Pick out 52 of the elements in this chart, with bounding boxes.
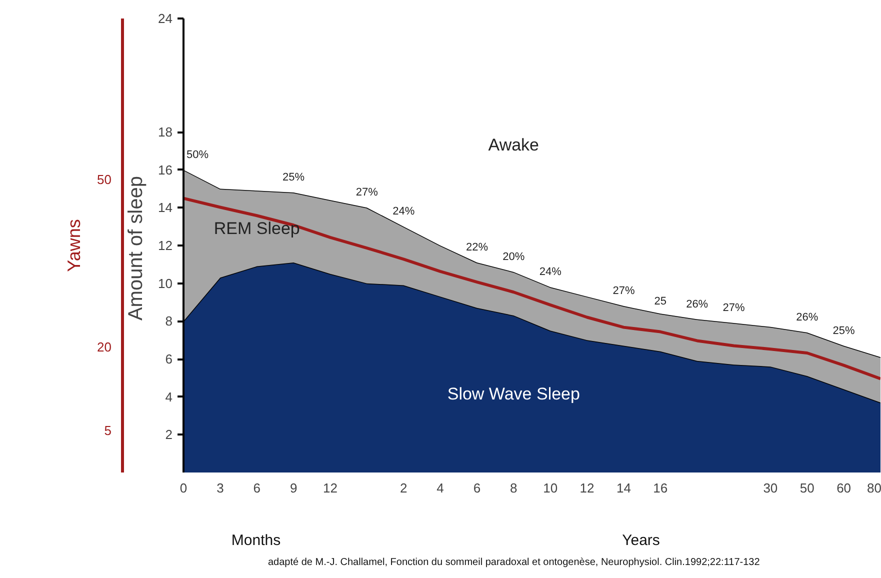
- y-axis-title: Amount of sleep: [125, 176, 148, 321]
- y-tick-label: 2: [165, 427, 173, 442]
- y-tick-label: 4: [165, 389, 173, 404]
- annotation: 25%: [282, 172, 305, 184]
- annotation: 25%: [832, 324, 856, 337]
- y-tick-label: 8: [165, 314, 173, 329]
- y2-axis-title: Yawns: [64, 219, 84, 272]
- annotation: 24%: [539, 266, 562, 278]
- x-tick-label: 14: [616, 480, 631, 496]
- annotation: 27%: [722, 302, 745, 314]
- annotation: 20%: [502, 250, 525, 263]
- series-label: Slow Wave Sleep: [447, 384, 580, 404]
- x-tick-label: 30: [763, 480, 778, 496]
- annotation: 25: [654, 296, 667, 308]
- y-tick-label: 14: [158, 200, 173, 216]
- annotation: 26%: [686, 298, 708, 310]
- text: adapté de M.-J. Challamel, Fonction du sommeil paradoxal et ontogenèse, Neurophysiol. Clin.1992;22:117-132: [268, 556, 760, 570]
- y-tick-label: 16: [158, 162, 173, 178]
- x-tick-label: 0: [180, 480, 188, 496]
- x-tick-label: 6: [253, 480, 260, 496]
- y2-tick-label: 5: [104, 423, 112, 438]
- y2-tick-label: 50: [97, 172, 112, 187]
- annotation: 24%: [392, 206, 415, 218]
- x-tick-label: 12: [580, 480, 594, 496]
- y-tick-label: 12: [158, 238, 173, 253]
- x-tick-label: 6: [473, 480, 481, 496]
- x-tick-label: 2: [400, 480, 408, 496]
- series-label: Awake: [488, 136, 540, 155]
- x-tick-label: 9: [290, 480, 298, 496]
- series-label: REM Sleep: [214, 218, 300, 238]
- x-tick-label: 60: [836, 480, 852, 496]
- annotation: 27%: [356, 186, 378, 199]
- x-tick-label: 16: [653, 480, 668, 496]
- annotation: 26%: [796, 312, 818, 324]
- text: Months: [231, 531, 281, 551]
- annotation: 50%: [186, 148, 209, 161]
- y-tick-label: 18: [158, 124, 173, 140]
- x-tick-label: 10: [543, 480, 558, 496]
- line-series: [184, 196, 880, 380]
- x-tick-label: 12: [323, 480, 338, 496]
- x-tick-label: 8: [510, 480, 518, 496]
- y-tick-label: 24: [158, 11, 173, 26]
- x-tick-label: 80: [867, 480, 881, 496]
- y-tick-label: 10: [158, 276, 173, 291]
- x-tick-label: 3: [216, 480, 224, 496]
- x-tick-label: 4: [436, 480, 444, 496]
- annotation: 22%: [466, 242, 488, 254]
- y-tick-label: 6: [165, 352, 173, 366]
- annotation: 27%: [612, 285, 635, 298]
- x-tick-label: 50: [800, 480, 814, 496]
- y2-tick-label: 20: [97, 339, 112, 354]
- text: Years: [622, 531, 660, 551]
